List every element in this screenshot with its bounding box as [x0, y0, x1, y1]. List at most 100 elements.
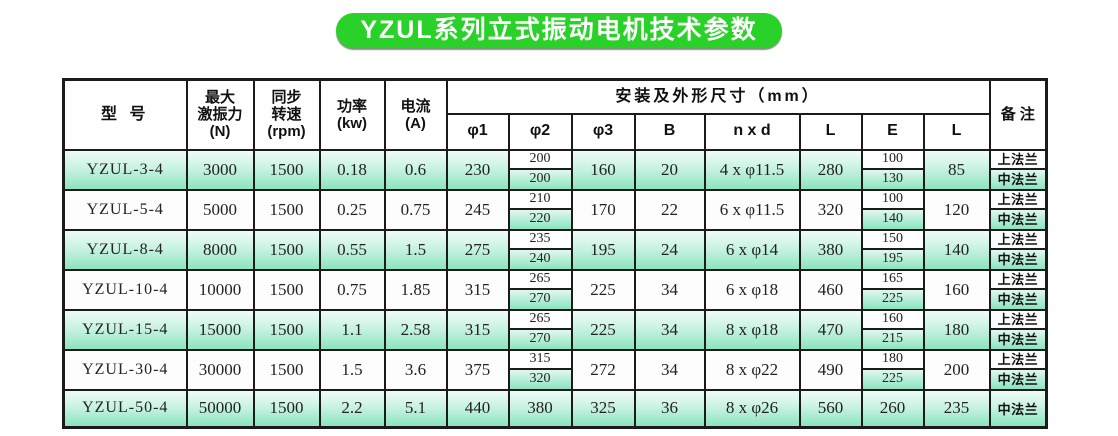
cell-remark: 中法兰: [988, 388, 1048, 429]
cell-l1: 320: [798, 188, 863, 231]
cell-l1: 560: [798, 388, 863, 429]
table-row: YZUL-30-4 30000 1500 1.5 3.6 375 315 320 272 34 8 …: [62, 348, 1048, 391]
header-sync-speed: 同步 转速 (rpm): [252, 78, 321, 151]
cell-phi2: 265 270: [507, 308, 573, 351]
cell-current: 1.85: [383, 268, 448, 311]
header-l1: L: [798, 112, 863, 151]
table-row: YZUL-5-4 5000 1500 0.25 0.75 245 210 220 170 22 6 …: [62, 188, 1048, 231]
cell-force: 5000: [185, 188, 255, 231]
cell-phi2-top: 265: [510, 311, 570, 330]
cell-e: 100 130: [860, 148, 925, 191]
header-e: E: [860, 112, 925, 151]
cell-phi2-bottom: 270: [510, 329, 570, 348]
table-row: YZUL-10-4 10000 1500 0.75 1.85 315 265 270 225 34…: [62, 268, 1048, 311]
cell-nxd: 6 x φ18: [703, 268, 801, 311]
page-title: YZUL系列立式振动电机技术参数: [336, 13, 782, 48]
cell-b: 22: [633, 188, 706, 231]
cell-b: 24: [633, 228, 706, 271]
cell-phi2-bottom: 320: [510, 369, 570, 388]
cell-current: 0.75: [383, 188, 448, 231]
cell-remark-bottom: 中法兰: [991, 249, 1045, 268]
table-row: YZUL-50-4 50000 1500 2.2 5.1 440 380 325 36 8 x φ…: [62, 388, 1048, 429]
cell-phi2-top: 235: [510, 231, 570, 250]
cell-nxd: 4 x φ11.5: [703, 148, 801, 191]
cell-phi2: 380: [507, 388, 573, 429]
cell-l1: 380: [798, 228, 863, 271]
cell-speed: 1500: [252, 228, 321, 271]
header-dimensions-group: 安装及外形尺寸（mm）: [445, 78, 991, 115]
cell-force: 8000: [185, 228, 255, 271]
cell-phi2-top: 210: [510, 191, 570, 210]
cell-remark-top: 上法兰: [991, 271, 1045, 290]
cell-e-bottom: 140: [863, 209, 922, 228]
cell-remark-bottom: 中法兰: [991, 169, 1045, 188]
cell-speed: 1500: [252, 148, 321, 191]
cell-current: 5.1: [383, 388, 448, 429]
cell-current: 3.6: [383, 348, 448, 391]
header-phi3: φ3: [570, 112, 636, 151]
cell-remark-top: 上法兰: [991, 191, 1045, 210]
cell-model: YZUL-50-4: [62, 388, 188, 429]
cell-nxd: 8 x φ22: [703, 348, 801, 391]
cell-remark-top: 上法兰: [991, 351, 1045, 370]
cell-l2: 120: [922, 188, 991, 231]
header-b: B: [633, 112, 706, 151]
header-phi1: φ1: [445, 112, 510, 151]
cell-e-top: 100: [863, 151, 922, 170]
cell-e: 180 225: [860, 348, 925, 391]
cell-phi2: 200 200: [507, 148, 573, 191]
cell-l2: 85: [922, 148, 991, 191]
cell-remark: 上法兰 中法兰: [988, 308, 1048, 351]
cell-phi3: 170: [570, 188, 636, 231]
cell-remark: 上法兰 中法兰: [988, 228, 1048, 271]
cell-phi2-bottom: 200: [510, 169, 570, 188]
cell-phi2-top: 265: [510, 271, 570, 290]
cell-e: 260: [860, 388, 925, 429]
header-nxd: n x d: [703, 112, 801, 151]
cell-power: 0.25: [318, 188, 386, 231]
cell-phi2-bottom: 240: [510, 249, 570, 268]
header-current: 电流 (A): [383, 78, 448, 151]
cell-l1: 460: [798, 268, 863, 311]
cell-model: YZUL-15-4: [62, 308, 188, 351]
cell-phi2-bottom: 270: [510, 289, 570, 308]
cell-power: 0.75: [318, 268, 386, 311]
cell-l2: 160: [922, 268, 991, 311]
cell-remark-top: 上法兰: [991, 311, 1045, 330]
cell-model: YZUL-30-4: [62, 348, 188, 391]
cell-remark-bottom: 中法兰: [991, 289, 1045, 308]
cell-phi3: 325: [570, 388, 636, 429]
header-power: 功率 (kw): [318, 78, 386, 151]
cell-phi2: 235 240: [507, 228, 573, 271]
cell-phi1: 230: [445, 148, 510, 191]
cell-model: YZUL-8-4: [62, 228, 188, 271]
cell-speed: 1500: [252, 348, 321, 391]
cell-speed: 1500: [252, 268, 321, 311]
cell-e: 160 215: [860, 308, 925, 351]
cell-power: 2.2: [318, 388, 386, 429]
cell-l1: 280: [798, 148, 863, 191]
cell-l2: 200: [922, 348, 991, 391]
cell-phi1: 315: [445, 308, 510, 351]
cell-phi1: 245: [445, 188, 510, 231]
cell-e-bottom: 225: [863, 289, 922, 308]
cell-speed: 1500: [252, 188, 321, 231]
cell-e: 100 140: [860, 188, 925, 231]
header-model: 型 号: [62, 78, 188, 151]
cell-model: YZUL-5-4: [62, 188, 188, 231]
cell-phi2-top: 200: [510, 151, 570, 170]
cell-nxd: 8 x φ18: [703, 308, 801, 351]
table-row: YZUL-8-4 8000 1500 0.55 1.5 275 235 240 195 24 6 x…: [62, 228, 1048, 271]
cell-power: 0.55: [318, 228, 386, 271]
cell-l2: 140: [922, 228, 991, 271]
title-bar: YZUL系列立式振动电机技术参数: [0, 13, 1118, 48]
cell-e-bottom: 195: [863, 249, 922, 268]
cell-remark-bottom: 中法兰: [991, 369, 1045, 388]
cell-remark: 上法兰 中法兰: [988, 148, 1048, 191]
cell-force: 50000: [185, 388, 255, 429]
cell-e: 150 195: [860, 228, 925, 271]
cell-power: 0.18: [318, 148, 386, 191]
cell-phi2: 265 270: [507, 268, 573, 311]
cell-nxd: 6 x φ11.5: [703, 188, 801, 231]
cell-e-bottom: 130: [863, 169, 922, 188]
